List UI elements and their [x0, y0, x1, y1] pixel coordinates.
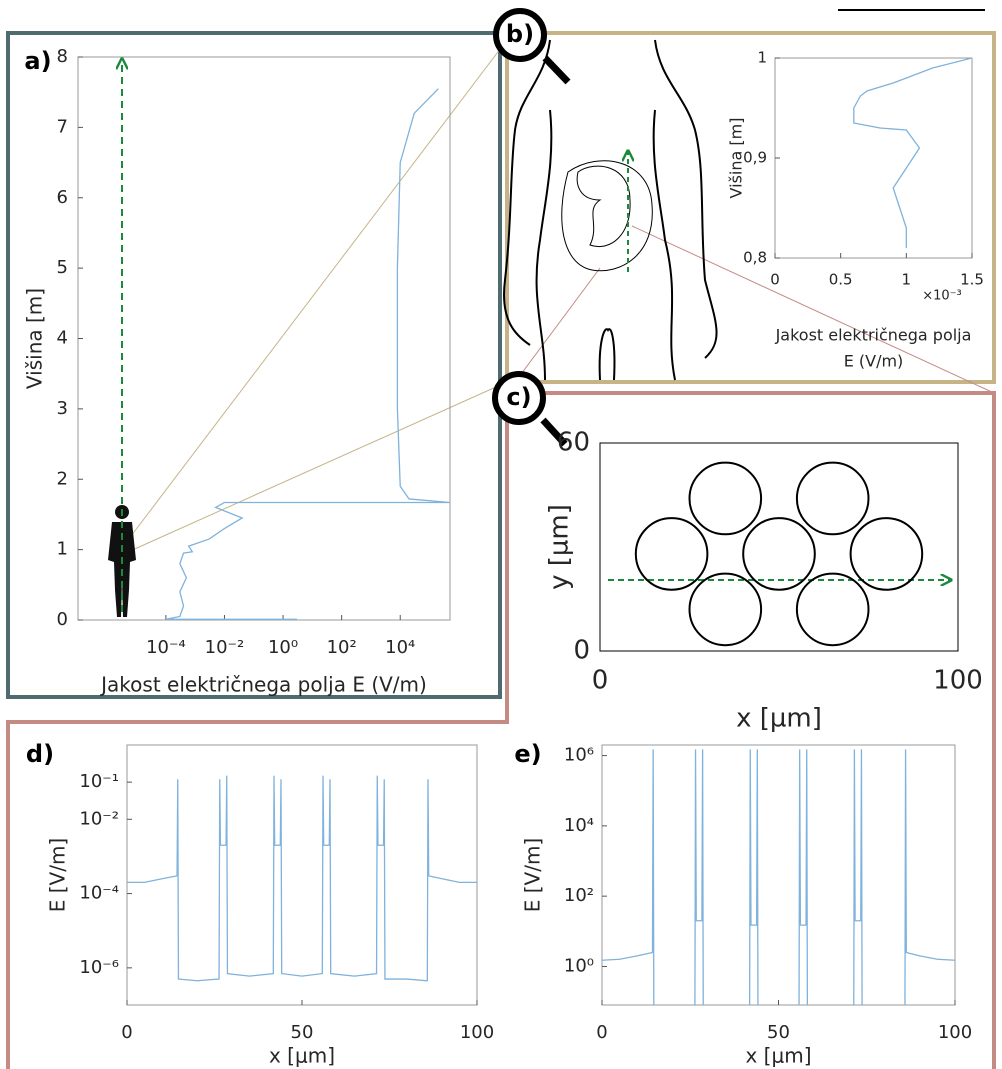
y-tick-label: 6	[57, 187, 68, 208]
cell	[849, 517, 924, 591]
x-tick-label: 10⁻⁴	[146, 637, 186, 658]
connector	[631, 225, 995, 394]
panel-label: a)	[24, 47, 51, 75]
cell	[795, 461, 870, 536]
x-axis-label: x [μm]	[745, 1044, 811, 1068]
x-tick-label: 100	[938, 1022, 972, 1043]
y-tick-label: 10⁶	[564, 745, 594, 766]
panel-label: c)	[506, 383, 531, 411]
x-tick-label: 50	[767, 1022, 790, 1043]
magnifier-c	[492, 371, 568, 447]
panel-a-frame	[6, 31, 502, 699]
x-axis-label: Jakost električnega polja E (V/m)	[99, 673, 427, 697]
y-tick-label: 10⁻¹	[79, 771, 119, 792]
x-tick-label: 10⁻²	[205, 637, 245, 658]
x-tick-label: 0	[770, 271, 780, 289]
x-tick-label: 0	[592, 666, 609, 696]
y-tick-label: 0,8	[743, 249, 767, 267]
y-tick-label: 10⁴	[564, 815, 594, 836]
x-tick-label: 10⁴	[385, 637, 415, 658]
y-tick-label: 0,9	[743, 149, 767, 167]
plot-frame	[601, 744, 956, 1006]
x-axis-label: x [µm]	[736, 704, 822, 734]
y-tick-label: 0	[57, 609, 68, 630]
y-tick-label: 4	[57, 328, 68, 349]
y-tick-label: 8	[57, 46, 68, 67]
x-tick-label: 100	[933, 666, 983, 696]
connector	[127, 39, 508, 541]
y-tick-label: 5	[57, 257, 68, 278]
x-tick-label: 1	[902, 271, 912, 289]
panel-label: d)	[26, 740, 54, 768]
y-axis-label: y [µm]	[545, 504, 575, 590]
x-tick-label: 100	[460, 1022, 494, 1043]
x-tick-label: 0.5	[829, 271, 853, 289]
y-tick-label: 10⁻⁶	[79, 957, 119, 978]
panel-b-frame	[505, 31, 996, 384]
x-axis-label: Jakost električnega polja	[775, 326, 972, 345]
cell	[688, 461, 763, 536]
y-tick-label: 10⁰	[564, 955, 594, 976]
plot-frame	[126, 744, 478, 1006]
plot-frame	[599, 442, 959, 652]
x-tick-label: 10⁰	[268, 637, 298, 658]
cell	[688, 572, 763, 647]
y-tick-label: 10²	[564, 885, 594, 906]
y-tick-label: 1	[57, 539, 68, 560]
y-tick-label: 2	[57, 468, 68, 489]
x-tick-label: 50	[291, 1022, 314, 1043]
panel-c-frame	[6, 391, 996, 1069]
y-tick-label: 0	[573, 636, 590, 666]
x-axis-label: E (V/m)	[844, 352, 904, 371]
y-tick-label: 10⁻⁴	[79, 883, 119, 904]
y-tick-label: 3	[57, 398, 68, 419]
data-line	[853, 58, 972, 248]
panel-label: b)	[506, 20, 534, 48]
plot-frame	[774, 57, 973, 259]
y-tick-label: 60	[557, 428, 590, 458]
connector	[127, 381, 508, 553]
y-tick-label: 1	[757, 49, 767, 67]
cell	[795, 572, 870, 647]
data-line	[165, 88, 450, 620]
x-multiplier: ×10⁻³	[922, 289, 962, 304]
data-line	[127, 775, 477, 982]
x-tick-label: 0	[596, 1022, 607, 1043]
plot-frame	[77, 56, 451, 621]
y-axis-label: E [V/m]	[46, 838, 70, 913]
cell	[742, 517, 816, 591]
magnifier-b	[493, 8, 571, 85]
y-axis-label: Višina [m]	[727, 118, 746, 199]
y-axis-label: Višina [m]	[23, 288, 47, 389]
y-axis-label: E [V/m]	[521, 838, 545, 913]
body-outline	[503, 39, 718, 381]
cell	[634, 517, 709, 591]
panel-label: e)	[514, 740, 541, 768]
y-tick-label: 7	[57, 116, 68, 137]
x-tick-label: 1.5	[960, 271, 984, 289]
x-tick-label: 0	[121, 1022, 132, 1043]
y-tick-label: 10⁻²	[79, 808, 119, 829]
data-line	[602, 749, 955, 1005]
x-tick-label: 10²	[327, 637, 357, 658]
x-axis-label: x [μm]	[269, 1044, 335, 1068]
